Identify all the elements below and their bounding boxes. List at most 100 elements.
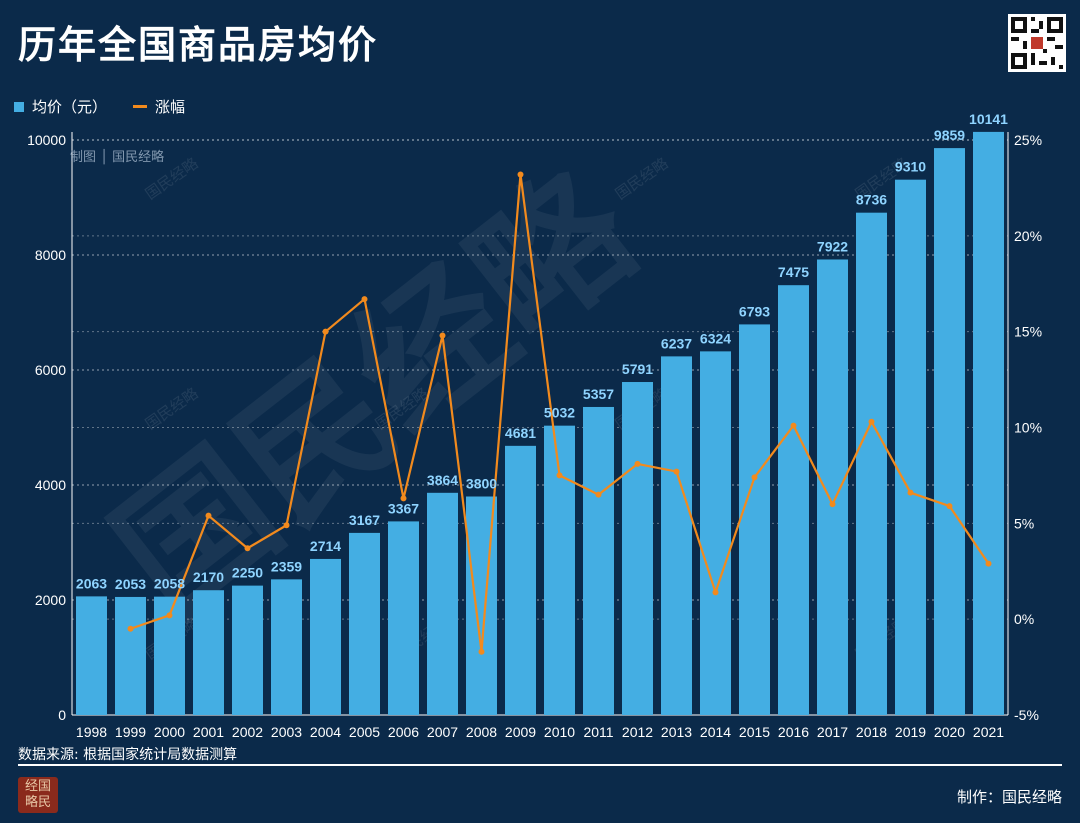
x-tick-label: 2017 bbox=[817, 724, 848, 740]
x-tick-label: 2007 bbox=[427, 724, 458, 740]
growth-point bbox=[634, 460, 641, 467]
bar bbox=[310, 558, 341, 715]
bar bbox=[661, 356, 692, 715]
legend-bar-swatch bbox=[14, 101, 24, 112]
legend-bar-label: 均价（元） bbox=[32, 98, 108, 116]
bar-value-label: 2250 bbox=[232, 565, 263, 581]
y-left-tick-label: 2000 bbox=[35, 592, 66, 608]
bar-value-label: 6793 bbox=[739, 303, 770, 319]
bar bbox=[739, 324, 770, 715]
bar-value-label: 3800 bbox=[466, 476, 497, 492]
bar-value-label: 3864 bbox=[427, 472, 458, 488]
growth-point bbox=[985, 560, 992, 567]
legend-line-swatch bbox=[133, 105, 148, 108]
bar-value-label: 2714 bbox=[310, 538, 341, 554]
bar bbox=[895, 179, 926, 716]
growth-point bbox=[283, 522, 290, 529]
growth-point bbox=[907, 489, 914, 496]
x-tick-label: 2009 bbox=[505, 724, 536, 740]
bar-value-label: 7475 bbox=[778, 264, 809, 280]
chart-legend: 均价（元） 涨幅 bbox=[14, 96, 185, 117]
growth-point bbox=[868, 418, 875, 425]
bar bbox=[388, 521, 419, 715]
x-tick-label: 2006 bbox=[388, 724, 419, 740]
growth-point bbox=[712, 589, 719, 596]
growth-point bbox=[790, 422, 797, 429]
bar-value-label: 10141 bbox=[969, 111, 1008, 127]
bar-value-label: 9310 bbox=[895, 159, 926, 175]
y-right-tick-label: 10% bbox=[1014, 420, 1042, 436]
growth-point bbox=[673, 468, 680, 475]
growth-point bbox=[205, 512, 212, 519]
bar-value-label: 5032 bbox=[544, 405, 575, 421]
bar-value-label: 6324 bbox=[700, 330, 731, 346]
x-tick-label: 2013 bbox=[661, 724, 692, 740]
bar bbox=[778, 285, 809, 715]
y-right-tick-label: 0% bbox=[1014, 611, 1034, 627]
x-tick-label: 2002 bbox=[232, 724, 263, 740]
x-tick-label: 2020 bbox=[934, 724, 965, 740]
bar bbox=[973, 131, 1004, 715]
growth-point bbox=[595, 491, 602, 498]
growth-point bbox=[439, 332, 446, 339]
growth-point bbox=[361, 296, 368, 303]
y-right-tick-label: 5% bbox=[1014, 515, 1034, 531]
footer-divider bbox=[18, 764, 1062, 766]
growth-point bbox=[751, 474, 758, 481]
bar-value-label: 8736 bbox=[856, 192, 887, 208]
growth-point bbox=[556, 472, 563, 479]
growth-point bbox=[127, 625, 134, 632]
y-left-tick-label: 8000 bbox=[35, 247, 66, 263]
growth-point bbox=[244, 545, 251, 552]
x-tick-label: 2000 bbox=[154, 724, 185, 740]
bar bbox=[622, 382, 653, 715]
x-tick-label: 2018 bbox=[856, 724, 887, 740]
watermark-small: 国民经略 bbox=[612, 154, 671, 203]
bar-value-label: 5791 bbox=[622, 361, 653, 377]
bar bbox=[271, 579, 302, 715]
y-right-tick-label: -5% bbox=[1014, 707, 1039, 723]
growth-point bbox=[166, 612, 173, 619]
growth-point bbox=[517, 171, 524, 178]
bar-value-label: 5357 bbox=[583, 386, 614, 402]
x-tick-label: 2003 bbox=[271, 724, 302, 740]
bar bbox=[427, 492, 458, 715]
bar bbox=[115, 596, 146, 715]
bar-value-label: 2053 bbox=[115, 576, 146, 592]
bar-value-label: 4681 bbox=[505, 425, 536, 441]
y-right-tick-label: 25% bbox=[1014, 132, 1042, 148]
bar bbox=[193, 590, 224, 715]
growth-point bbox=[322, 328, 329, 335]
y-left-tick-label: 6000 bbox=[35, 362, 66, 378]
bar bbox=[232, 585, 263, 715]
growth-point bbox=[478, 648, 485, 655]
bar-value-label: 2359 bbox=[271, 558, 302, 574]
y-right-tick-label: 15% bbox=[1014, 324, 1042, 340]
x-tick-label: 2019 bbox=[895, 724, 926, 740]
bar-value-label: 9859 bbox=[934, 127, 965, 143]
bar bbox=[856, 212, 887, 715]
bar bbox=[700, 351, 731, 715]
bar-value-label: 2063 bbox=[76, 575, 107, 591]
x-tick-label: 2011 bbox=[583, 724, 613, 740]
bar bbox=[349, 532, 380, 715]
x-tick-label: 1998 bbox=[76, 724, 107, 740]
y-left-tick-label: 0 bbox=[58, 707, 66, 723]
bar-value-label: 2170 bbox=[193, 569, 224, 585]
x-tick-label: 2010 bbox=[544, 724, 575, 740]
x-tick-label: 2001 bbox=[193, 724, 224, 740]
x-tick-label: 2008 bbox=[466, 724, 497, 740]
bar-value-label: 2058 bbox=[154, 576, 185, 592]
legend-line-label: 涨幅 bbox=[155, 98, 186, 116]
x-tick-label: 2005 bbox=[349, 724, 380, 740]
y-left-tick-label: 10000 bbox=[27, 132, 66, 148]
x-tick-label: 2014 bbox=[700, 724, 731, 740]
x-tick-label: 2012 bbox=[622, 724, 653, 740]
bar bbox=[934, 148, 965, 716]
x-tick-label: 2004 bbox=[310, 724, 341, 740]
bar-value-label: 7922 bbox=[817, 238, 848, 254]
x-tick-label: 2015 bbox=[739, 724, 770, 740]
data-source: 数据来源: 根据国家统计局数据测算 bbox=[18, 747, 238, 763]
chart-title: 历年全国商品房均价 bbox=[18, 23, 379, 67]
